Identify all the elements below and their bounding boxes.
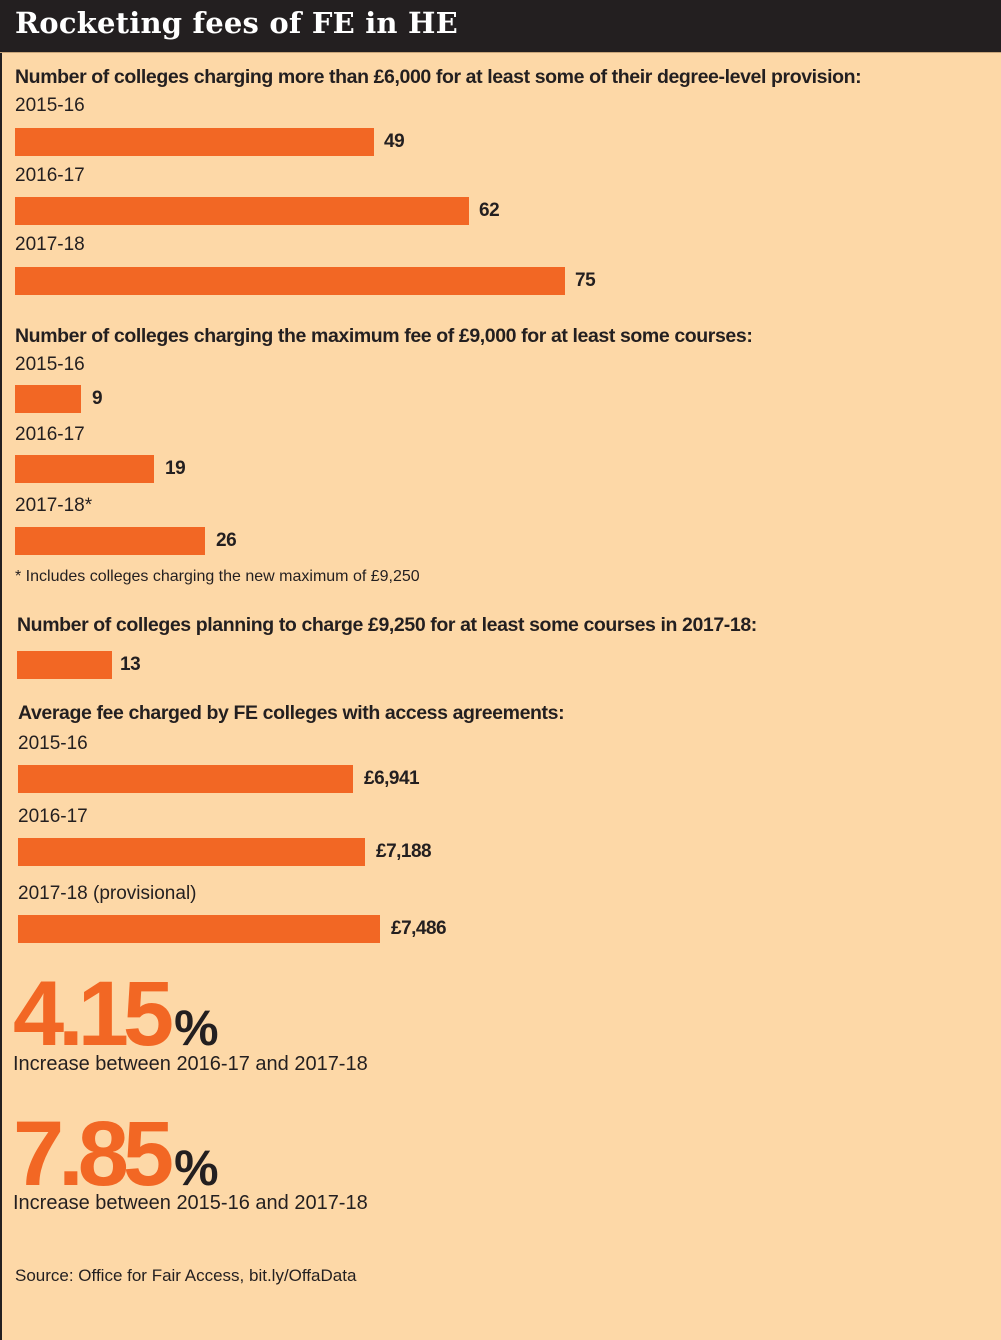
category-label: 2017-18*: [15, 495, 93, 516]
category-label: 2017-18: [15, 234, 85, 255]
stat-1: 4.15%: [13, 968, 219, 1060]
data-label: £6,941: [364, 768, 420, 789]
chart-2-title: Number of colleges charging the maximum …: [15, 325, 753, 347]
category-label: 2017-18 (provisional): [18, 883, 197, 904]
bar: [15, 385, 81, 413]
stat-2-number: 7.85: [13, 1103, 174, 1205]
bar: [18, 765, 353, 793]
chart-3-title: Number of colleges planning to charge £9…: [17, 614, 757, 636]
bar: [18, 838, 365, 866]
left-border: [0, 0, 2, 1340]
chart-4-title: Average fee charged by FE colleges with …: [18, 702, 565, 724]
data-label: 13: [120, 654, 141, 675]
data-label: 19: [165, 458, 186, 479]
bar: [15, 128, 374, 156]
stat-2-unit: %: [174, 1140, 219, 1196]
data-label: 49: [384, 131, 405, 152]
category-label: 2015-16: [18, 733, 88, 754]
category-label: 2016-17: [15, 165, 85, 186]
category-label: 2016-17: [15, 424, 85, 445]
stat-1-unit: %: [174, 1000, 219, 1056]
bar: [15, 267, 565, 295]
category-label: 2015-16: [15, 354, 85, 375]
chart-footnote: * Includes colleges charging the new max…: [15, 568, 420, 585]
category-label: 2016-17: [18, 806, 88, 827]
data-label: £7,188: [376, 841, 432, 862]
header-bar: Rocketing fees of FE in HE: [0, 0, 1001, 53]
data-label: £7,486: [391, 918, 447, 939]
chart-1-title: Number of colleges charging more than £6…: [15, 66, 862, 88]
data-label: 75: [575, 270, 596, 291]
bar: [15, 455, 154, 483]
source-note: Source: Office for Fair Access, bit.ly/O…: [15, 1266, 357, 1285]
page-title: Rocketing fees of FE in HE: [15, 6, 458, 40]
bar: [17, 651, 112, 679]
stat-1-caption: Increase between 2016-17 and 2017-18: [13, 1053, 368, 1075]
bar: [15, 197, 469, 225]
bar: [18, 915, 380, 943]
category-label: 2015-16: [15, 95, 85, 116]
data-label: 62: [479, 200, 500, 221]
stat-2-caption: Increase between 2015-16 and 2017-18: [13, 1192, 368, 1214]
data-label: 9: [92, 388, 103, 409]
stat-1-number: 4.15: [13, 963, 174, 1065]
data-label: 26: [216, 530, 237, 551]
stat-2: 7.85%: [13, 1108, 219, 1200]
bar: [15, 527, 205, 555]
